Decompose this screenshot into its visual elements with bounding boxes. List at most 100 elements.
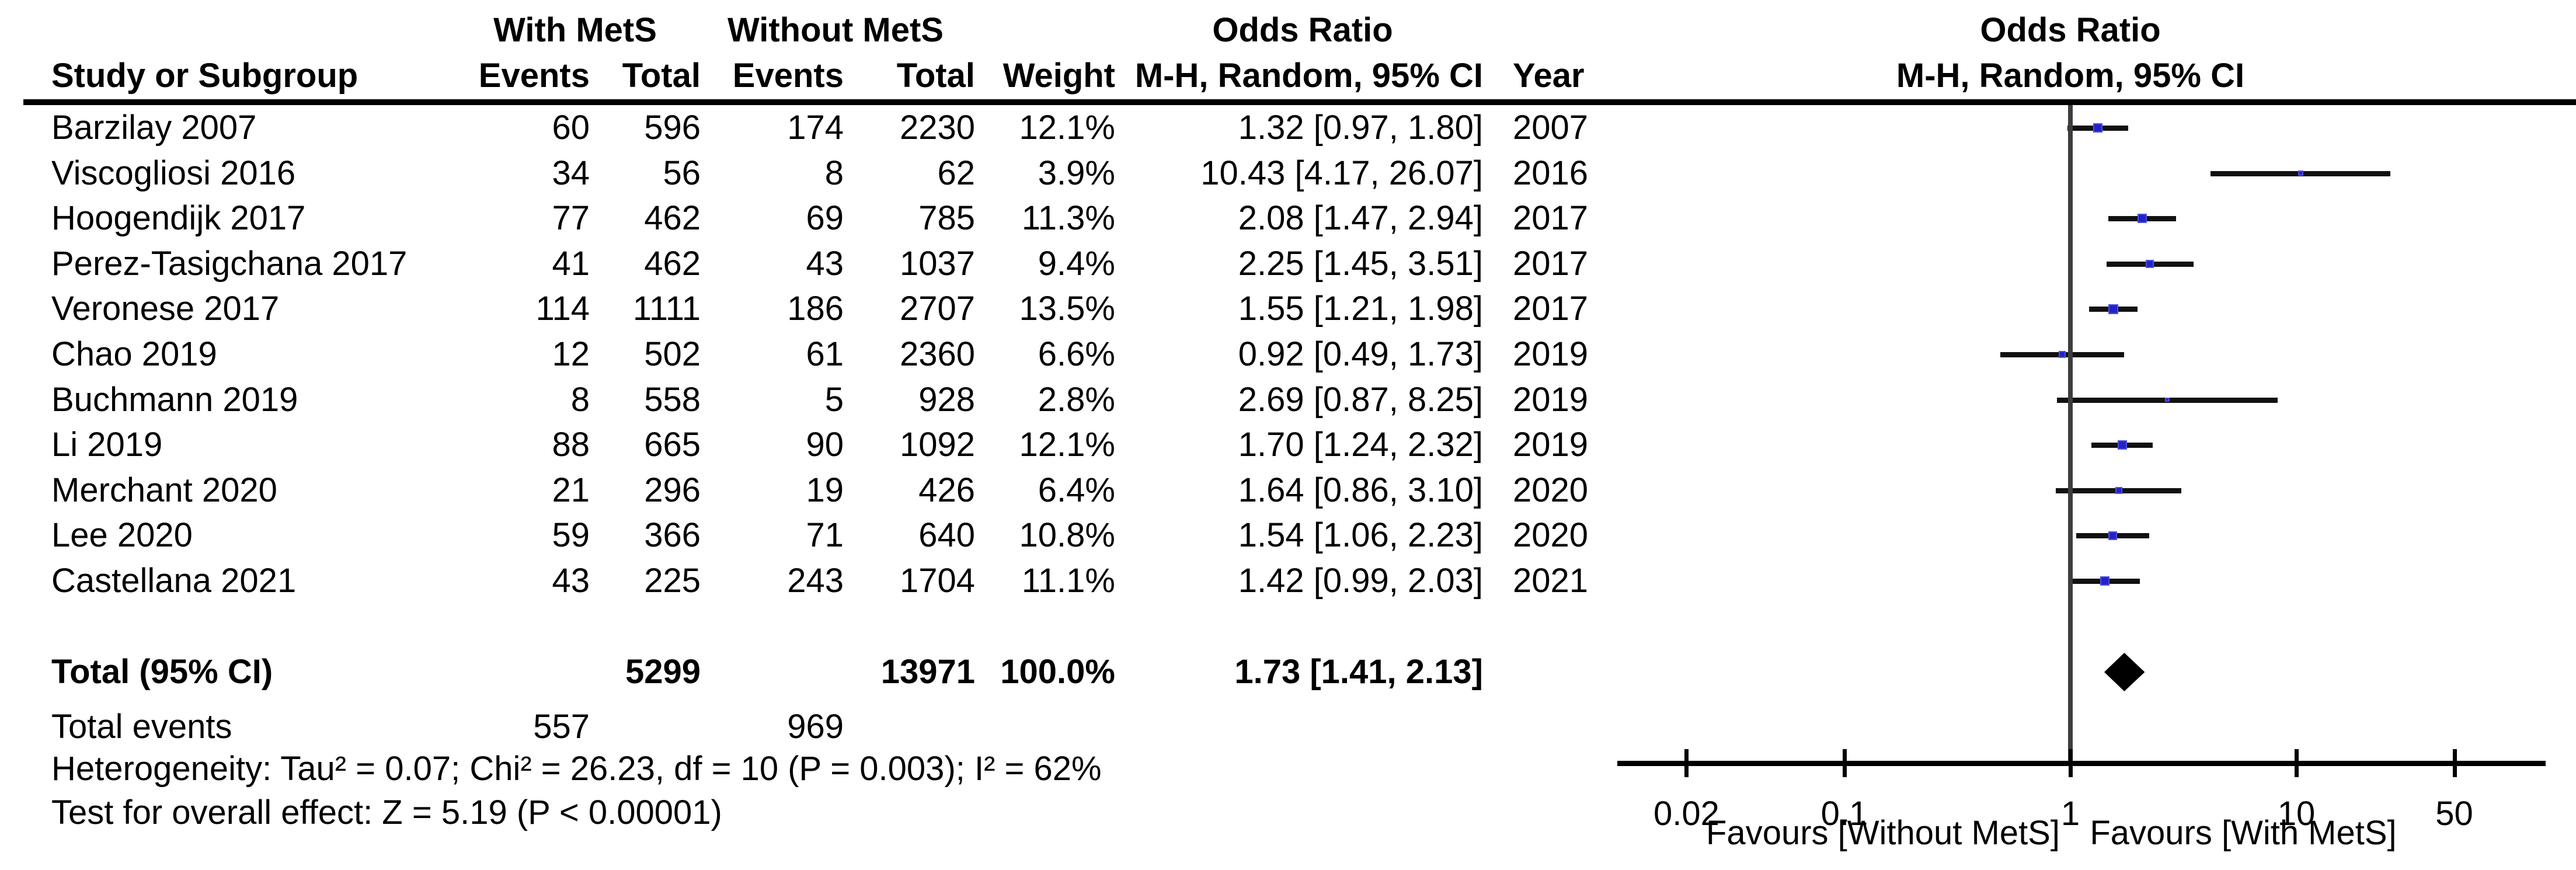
- total-with-mets: 56: [663, 154, 701, 192]
- group-header-without-mets: Without MetS: [727, 11, 944, 49]
- point-estimate-square: [2100, 576, 2109, 586]
- events-without-mets: 8: [824, 154, 844, 192]
- year-value: 2019: [1513, 426, 1589, 464]
- events-without-mets: 174: [787, 109, 844, 147]
- total-with-mets: 1111: [632, 290, 701, 328]
- point-estimate-square: [2108, 531, 2118, 540]
- total-events-without: 969: [787, 708, 844, 746]
- study-column-header: Study or Subgroup: [51, 57, 358, 95]
- or-column-title: Odds Ratio: [1212, 11, 1393, 49]
- events-with-mets: 59: [552, 516, 590, 555]
- total-or-ci: 1.73 [1.41, 2.13]: [1234, 653, 1483, 691]
- total-events-with: 557: [533, 708, 590, 746]
- null-effect-line: [2068, 105, 2073, 763]
- total-with-mets: 665: [644, 426, 701, 464]
- total-with-mets: 462: [644, 244, 701, 283]
- study-label: Veronese 2017: [51, 290, 280, 328]
- weight-value: 11.3%: [1021, 199, 1115, 238]
- or-ci-value: 1.64 [0.86, 3.10]: [1238, 471, 1483, 509]
- events-without-mets: 90: [806, 426, 844, 464]
- total-with-mets: 462: [644, 199, 701, 238]
- weight-value: 9.4%: [1038, 244, 1115, 283]
- or-ci-value: 0.92 [0.49, 1.73]: [1238, 335, 1483, 373]
- favours-right-label: Favours [With MetS]: [2090, 814, 2397, 852]
- year-value: 2017: [1513, 244, 1589, 283]
- point-estimate-square: [2165, 397, 2170, 402]
- weight-value: 11.1%: [1021, 562, 1115, 600]
- year-value: 2020: [1513, 471, 1589, 509]
- or-ci-value: 1.42 [0.99, 2.03]: [1238, 562, 1483, 600]
- events-with-mets: 43: [552, 562, 590, 600]
- year-value: 2020: [1513, 516, 1589, 555]
- pooled-diamond: [2104, 653, 2145, 691]
- total-with-mets: 366: [644, 516, 701, 555]
- weight-column-header: Weight: [1002, 57, 1115, 95]
- heterogeneity-text: Heterogeneity: Tau² = 0.07; Chi² = 26.23…: [51, 750, 1102, 788]
- year-value: 2017: [1513, 290, 1589, 328]
- events-without-mets: 43: [806, 244, 844, 283]
- or-ci-value: 2.25 [1.45, 3.51]: [1238, 244, 1483, 283]
- year-value: 2021: [1513, 562, 1589, 600]
- total2-column-header: Total: [896, 57, 975, 95]
- plot-subtitle: M-H, Random, 95% CI: [1896, 57, 2245, 95]
- axis-tick-label: 50: [2435, 795, 2473, 833]
- year-value: 2017: [1513, 199, 1589, 238]
- study-label: Merchant 2020: [51, 471, 277, 509]
- events-with-mets: 41: [552, 244, 590, 283]
- total-events-label: Total events: [51, 708, 232, 746]
- events-without-mets: 186: [787, 290, 844, 328]
- weight-value: 12.1%: [1019, 426, 1115, 464]
- point-estimate-square: [2146, 259, 2154, 268]
- study-label: Hoogendijk 2017: [51, 199, 306, 238]
- year-column-header: Year: [1513, 57, 1585, 95]
- year-value: 2007: [1513, 109, 1589, 147]
- header-rule: [23, 99, 2576, 105]
- total-without-mets: 2230: [899, 109, 975, 147]
- weight-value: 2.8%: [1038, 380, 1115, 419]
- point-estimate-square: [2108, 304, 2119, 314]
- axis-tick: [2452, 749, 2457, 777]
- total-row-label: Total (95% CI): [51, 653, 273, 691]
- point-estimate-square: [2115, 486, 2122, 494]
- study-label: Buchmann 2019: [51, 380, 298, 419]
- axis-tick-label: 0.1: [1820, 795, 1868, 833]
- study-label: Viscogliosi 2016: [51, 154, 296, 192]
- study-label: Castellana 2021: [51, 562, 297, 600]
- or-ci-value: 2.69 [0.87, 8.25]: [1238, 380, 1483, 419]
- total-with-mets: 502: [644, 335, 701, 373]
- overall-effect-text: Test for overall effect: Z = 5.19 (P < 0…: [51, 794, 722, 831]
- year-value: 2016: [1513, 154, 1589, 192]
- events-without-mets: 243: [787, 562, 844, 600]
- weight-value: 13.5%: [1019, 290, 1115, 328]
- plot-title: Odds Ratio: [1980, 11, 2161, 49]
- study-label: Li 2019: [51, 426, 163, 464]
- total-without-mets: 1704: [899, 562, 975, 600]
- axis-tick-label: 0.02: [1653, 795, 1719, 833]
- study-label: Lee 2020: [51, 516, 193, 555]
- total-without-mets: 1037: [899, 244, 975, 283]
- point-estimate-square: [2297, 170, 2303, 176]
- total-with-mets: 5299: [625, 653, 701, 691]
- events-without-mets: 19: [806, 471, 844, 509]
- weight-value: 6.4%: [1038, 471, 1115, 509]
- total-without-mets: 1092: [899, 426, 975, 464]
- total-without-mets: 640: [918, 516, 975, 555]
- study-label: Barzilay 2007: [51, 109, 257, 147]
- events-with-mets: 21: [552, 471, 590, 509]
- weight-value: 3.9%: [1038, 154, 1115, 192]
- events-with-mets: 88: [552, 426, 590, 464]
- total-with-mets: 296: [644, 471, 701, 509]
- x-axis-line: [1617, 761, 2546, 766]
- total-without-mets: 2707: [899, 290, 975, 328]
- or-ci-value: 1.70 [1.24, 2.32]: [1238, 426, 1483, 464]
- point-estimate-square: [2059, 351, 2066, 358]
- weight-value: 12.1%: [1019, 109, 1115, 147]
- axis-tick: [1843, 749, 1847, 777]
- events-with-mets: 34: [552, 154, 590, 192]
- year-value: 2019: [1513, 335, 1589, 373]
- events1-column-header: Events: [478, 57, 590, 95]
- point-estimate-square: [2118, 440, 2128, 450]
- total1-column-header: Total: [622, 57, 701, 95]
- weight-value: 10.8%: [1019, 516, 1115, 555]
- axis-tick: [2069, 749, 2073, 777]
